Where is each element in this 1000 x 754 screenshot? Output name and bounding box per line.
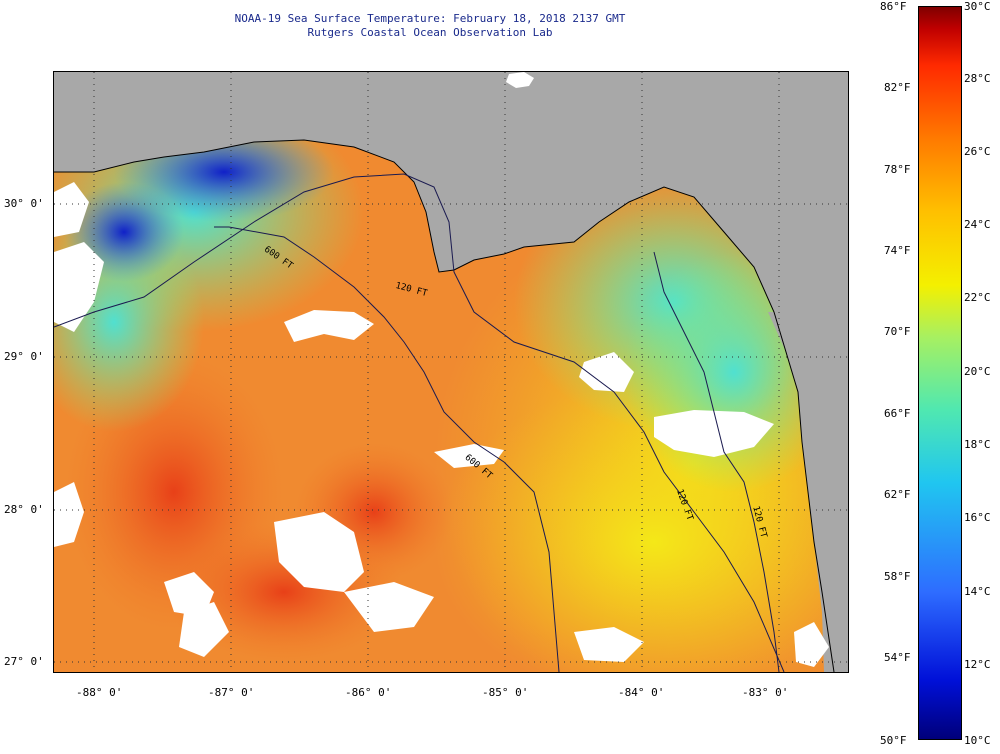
lon-label-86: -86° 0' [345, 686, 392, 699]
colorbar-f-62: 62°F [884, 488, 911, 501]
colorbar-c-20: 20°C [964, 365, 991, 378]
lon-label-85: -85° 0' [482, 686, 529, 699]
lon-label-88: -88° 0' [76, 686, 123, 699]
colorbar-f-66: 66°F [884, 407, 911, 420]
title-line-1: NOAA-19 Sea Surface Temperature: Februar… [234, 12, 626, 25]
lat-label-28: 28° 0' [4, 503, 44, 516]
temperature-colorbar [918, 6, 962, 740]
colorbar-c-14: 14°C [964, 585, 991, 598]
colorbar-c-16: 16°C [964, 511, 991, 524]
lat-label-30: 30° 0' [4, 197, 44, 210]
colorbar-f-82: 82°F [884, 81, 911, 94]
colorbar-f-70: 70°F [884, 325, 911, 338]
colorbar-c-18: 18°C [964, 438, 991, 451]
sst-map-graphic [54, 72, 848, 672]
colorbar-c-30: 30°C [964, 0, 991, 13]
colorbar-c-24: 24°C [964, 218, 991, 231]
colorbar-c-26: 26°C [964, 145, 991, 158]
title-line-2: Rutgers Coastal Ocean Observation Lab [307, 26, 553, 39]
lon-label-83: -83° 0' [742, 686, 789, 699]
lat-label-29: 29° 0' [4, 350, 44, 363]
colorbar-c-28: 28°C [964, 72, 991, 85]
colorbar-c-22: 22°C [964, 291, 991, 304]
colorbar-c-12: 12°C [964, 658, 991, 671]
colorbar-c-10: 10°C [964, 734, 991, 747]
sst-map [53, 71, 849, 673]
lat-label-27: 27° 0' [4, 655, 44, 668]
lon-label-84: -84° 0' [618, 686, 665, 699]
colorbar-f-74: 74°F [884, 244, 911, 257]
colorbar-f-78: 78°F [884, 163, 911, 176]
colorbar-f-50: 50°F [880, 734, 907, 747]
colorbar-f-58: 58°F [884, 570, 911, 583]
colorbar-f-86: 86°F [880, 0, 907, 13]
lon-label-87: -87° 0' [208, 686, 255, 699]
colorbar-f-54: 54°F [884, 651, 911, 664]
